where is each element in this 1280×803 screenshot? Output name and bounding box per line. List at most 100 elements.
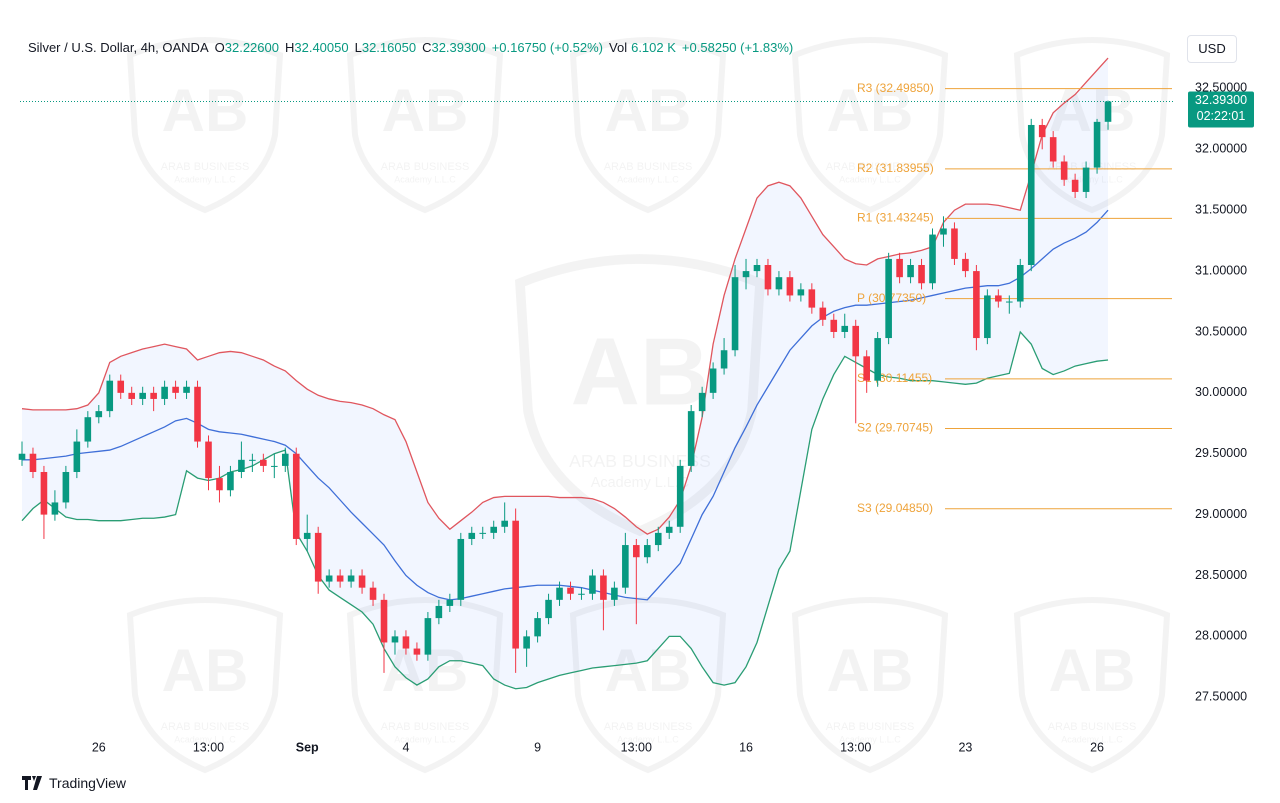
- candle-body: [490, 526, 498, 533]
- candle-body: [1071, 179, 1079, 192]
- watermark-line1: ARAB BUSINESS: [1048, 721, 1137, 733]
- band-middle: [22, 209, 1109, 601]
- candle-body: [775, 277, 783, 290]
- volume-label: Vol: [609, 40, 628, 55]
- y-tick-label: 29.50000: [1195, 446, 1247, 460]
- watermark-shield: [1013, 597, 1171, 774]
- x-tick-label: 26: [92, 740, 106, 754]
- watermark-line1: ARAB BUSINESS: [826, 161, 915, 173]
- candle-body: [281, 453, 289, 466]
- candle-body: [303, 532, 311, 539]
- watermark-logo: AB: [605, 637, 692, 704]
- watermark-shield: [346, 597, 504, 774]
- candle-body: [643, 545, 651, 558]
- candle-body: [622, 545, 629, 588]
- candle-body: [457, 538, 465, 600]
- candle-body: [1038, 124, 1046, 138]
- currency-button[interactable]: USD: [1187, 35, 1237, 63]
- candle-body: [205, 441, 212, 479]
- watermark-shield: [791, 37, 949, 214]
- candle-body: [73, 441, 81, 472]
- x-tick-label: Sep: [296, 740, 319, 754]
- y-tick-label: 29.00000: [1195, 507, 1247, 521]
- volume: 6.102 K: [631, 40, 676, 55]
- candle-body: [369, 587, 377, 600]
- candle-body: [589, 575, 596, 594]
- watermark-line2: Academy L.L.C: [1061, 174, 1123, 184]
- x-tick-label: 13:00: [621, 740, 652, 754]
- x-tick-label: 13:00: [193, 740, 224, 754]
- candle-body: [863, 356, 870, 381]
- candle-body: [117, 380, 125, 393]
- candle-body: [633, 545, 640, 558]
- candle-body: [1049, 137, 1057, 162]
- watermark-line2: Academy L.L.C: [591, 475, 689, 491]
- ohlc-value: 32.39300: [431, 40, 486, 55]
- watermark-logo: AB: [1049, 637, 1136, 704]
- candle-body: [687, 411, 695, 466]
- x-tick-label: 26: [1090, 740, 1104, 754]
- watermark-logo: AB: [1049, 77, 1136, 144]
- ohlc-key: O: [214, 40, 225, 55]
- candle-body: [391, 636, 399, 643]
- candle-body: [194, 386, 201, 442]
- watermark-line2: Academy L.L.C: [1061, 734, 1123, 744]
- watermark-line2: Academy L.L.C: [617, 174, 679, 184]
- candle-body: [424, 618, 432, 655]
- candle-body: [808, 289, 816, 308]
- ohlc-key: C: [422, 40, 432, 55]
- watermark-logo: AB: [162, 77, 249, 144]
- candle-body: [336, 575, 344, 582]
- band-fill: [22, 58, 1109, 689]
- candle-body: [128, 392, 135, 399]
- band-lower: [21, 330, 1109, 690]
- watermark-logo: AB: [382, 77, 469, 144]
- y-tick-label: 30.50000: [1195, 324, 1247, 338]
- candle-body: [578, 593, 585, 595]
- candle-body: [940, 228, 947, 235]
- ohlc-value: 32.16050: [361, 40, 417, 55]
- candle-body: [1060, 161, 1068, 180]
- candle-body: [271, 465, 278, 467]
- symbol-title: Silver / U.S. Dollar, 4h, OANDA: [28, 40, 209, 55]
- last-price-tag-bg: [1188, 91, 1254, 128]
- candle-body: [665, 526, 673, 533]
- last-price-tag: 32.39300 02:22:01: [1188, 91, 1254, 128]
- brand-logo: [22, 776, 42, 790]
- y-tick-label: 30.00000: [1195, 385, 1247, 399]
- band-upper: [21, 57, 1109, 535]
- watermark-logo: AB: [605, 77, 692, 144]
- watermark-shield: [791, 597, 949, 774]
- candle-body: [567, 587, 574, 594]
- watermark-logo: AB: [162, 637, 249, 704]
- candle-body: [830, 319, 838, 332]
- candle-body: [227, 471, 234, 491]
- brand: TradingView: [22, 775, 126, 791]
- ohlc-key: L: [354, 40, 362, 55]
- candle-body: [380, 599, 388, 643]
- candle-body: [238, 459, 245, 472]
- candle-body: [698, 392, 706, 412]
- candle-body: [786, 277, 794, 296]
- candle-body: [984, 295, 991, 339]
- candle-body: [325, 575, 333, 582]
- candle-body: [654, 532, 662, 546]
- candle-body: [885, 258, 892, 339]
- candle-body: [896, 258, 903, 278]
- candle-body: [40, 471, 48, 515]
- candle-body: [874, 338, 881, 381]
- x-tick-label: 9: [534, 740, 541, 754]
- pivot-label: S3 (29.04850): [857, 501, 933, 515]
- candle-body: [358, 575, 366, 588]
- candle-body: [742, 271, 750, 278]
- watermark-line1: ARAB BUSINESS: [604, 161, 693, 173]
- pivot-label: R1 (31.43245): [857, 211, 934, 225]
- watermark-line1: ARAB BUSINESS: [569, 451, 711, 471]
- candle-body: [556, 587, 563, 600]
- candle-body: [1016, 265, 1024, 302]
- brand-name: TradingView: [49, 775, 127, 791]
- candle-body: [753, 265, 761, 272]
- watermark-shield: [569, 37, 727, 214]
